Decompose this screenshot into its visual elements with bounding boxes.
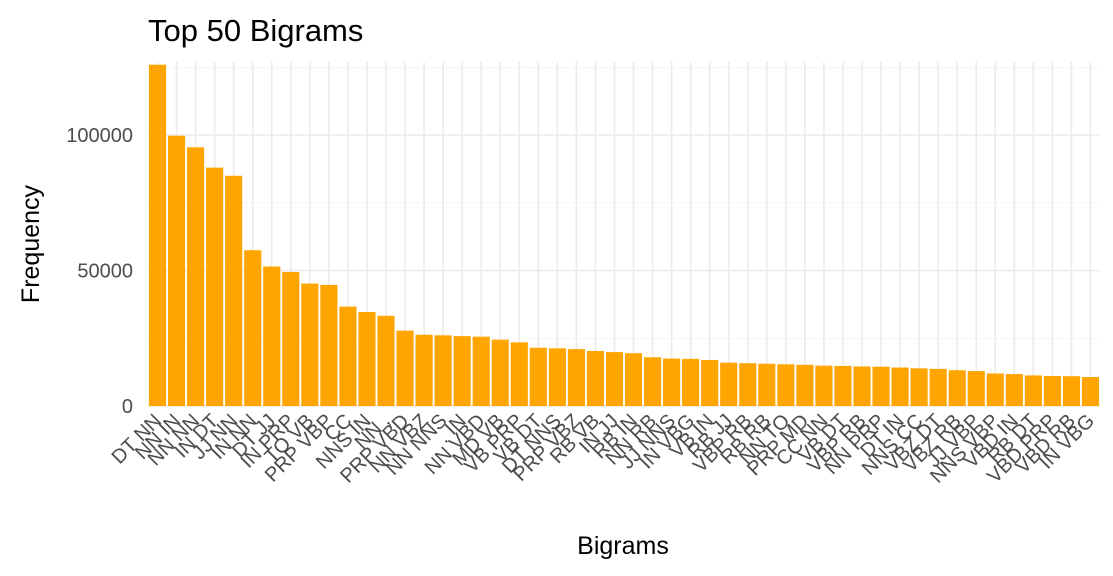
bar (510, 342, 528, 406)
bar (796, 364, 814, 406)
bar (434, 335, 452, 406)
bar (320, 284, 338, 406)
bar (453, 336, 471, 406)
bar (624, 353, 643, 406)
bar (663, 358, 681, 406)
bar (986, 373, 1004, 406)
bar (339, 306, 357, 406)
bar (948, 370, 966, 406)
bar (1005, 374, 1023, 406)
bar (682, 358, 700, 406)
bar (548, 348, 566, 406)
bar (491, 339, 509, 406)
x-axis-title: Bigrams (577, 532, 669, 560)
bar (910, 368, 928, 406)
y-tick-label: 50000 (77, 261, 133, 283)
y-axis-ticks: 0 50000 100000 (66, 125, 133, 418)
bar (396, 330, 414, 406)
bar (701, 359, 719, 406)
bar (282, 271, 300, 406)
bar (758, 363, 776, 406)
bar (529, 347, 547, 406)
bar (263, 266, 281, 406)
bar (567, 349, 585, 406)
y-tick-label: 0 (122, 396, 133, 418)
bar (586, 351, 605, 406)
bar (891, 367, 909, 406)
bar (206, 167, 224, 406)
bar (1024, 375, 1042, 406)
bar (777, 364, 795, 406)
bar (929, 368, 947, 406)
chart-title: Top 50 Bigrams (148, 13, 363, 48)
bar (872, 366, 890, 406)
bar (720, 362, 738, 406)
bar (967, 371, 985, 406)
y-tick-label: 100000 (66, 125, 133, 147)
bar (415, 334, 433, 406)
bar (167, 135, 186, 406)
bar (643, 357, 662, 406)
bar (739, 363, 757, 406)
bar (225, 175, 243, 406)
bar (605, 352, 624, 406)
bar (853, 366, 871, 406)
bar (377, 315, 395, 406)
bar (472, 336, 490, 406)
bar (1062, 376, 1081, 406)
bar (1043, 375, 1061, 406)
bar (834, 365, 852, 406)
bar (301, 283, 319, 406)
bar (148, 64, 167, 406)
bar (187, 147, 205, 407)
bar (244, 250, 262, 406)
y-axis-title: Frequency (17, 184, 45, 303)
bar (1081, 377, 1100, 406)
bars (148, 64, 1100, 407)
bar (358, 312, 376, 406)
bar (815, 365, 833, 406)
